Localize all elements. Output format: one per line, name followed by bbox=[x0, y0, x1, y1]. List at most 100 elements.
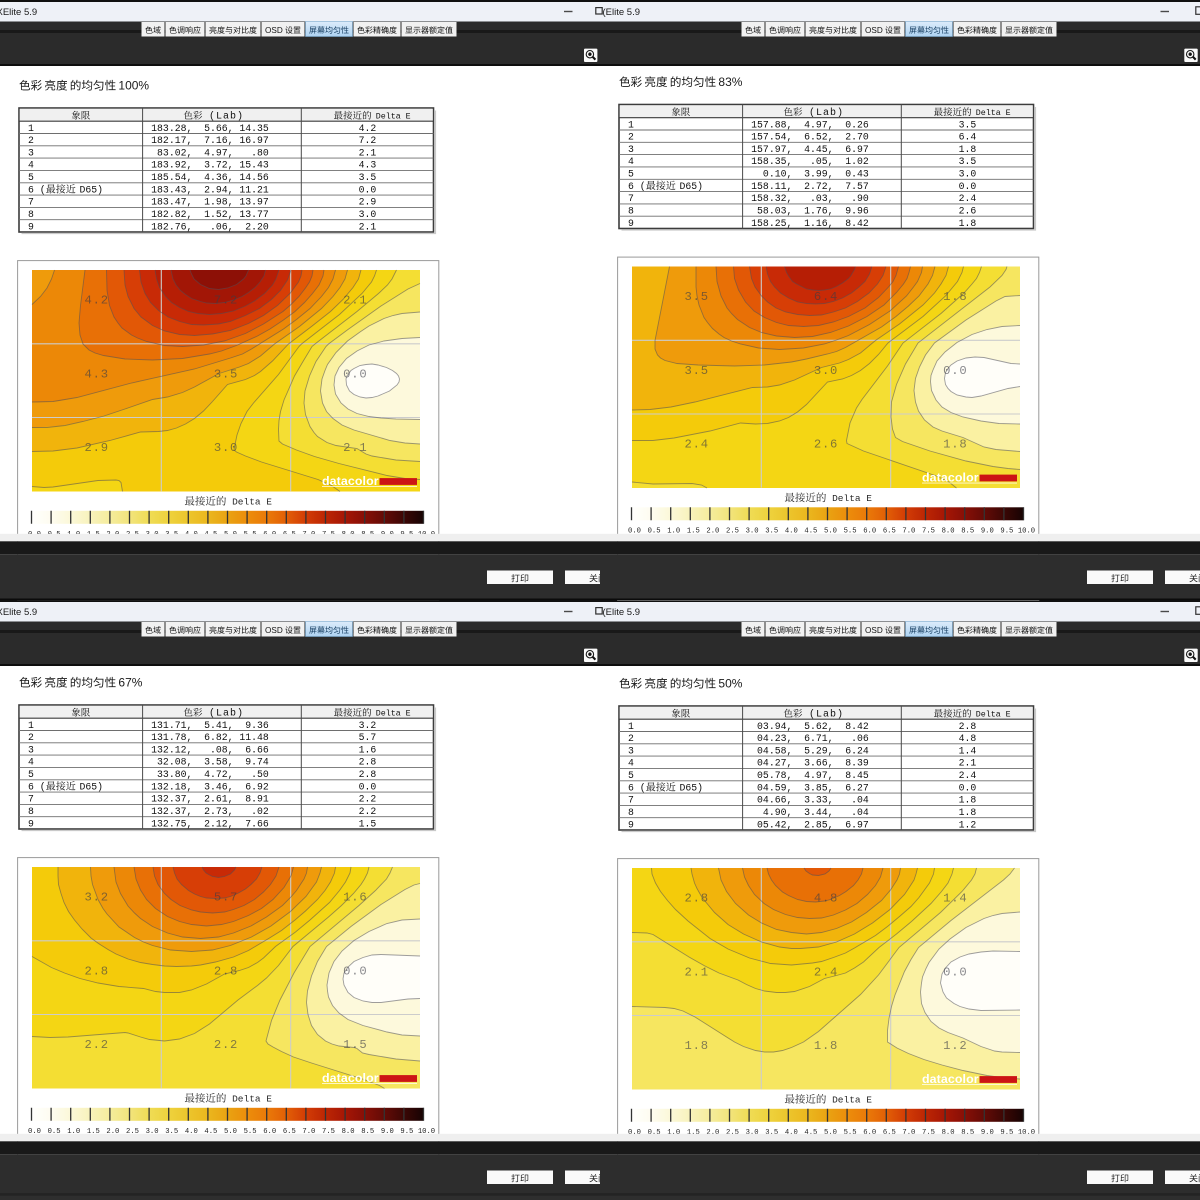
svg-text:183.43, 2.94, 11.21: 183.43, 2.94, 11.21 bbox=[145, 184, 269, 195]
svg-text:1.2: 1.2 bbox=[959, 819, 977, 830]
svg-text:2.1: 2.1 bbox=[359, 221, 377, 232]
svg-text:158.32, .03, .90: 158.32, .03, .90 bbox=[745, 193, 869, 204]
svg-text:0.0: 0.0 bbox=[943, 364, 967, 378]
svg-text:8: 8 bbox=[628, 807, 634, 818]
svg-text:2.4: 2.4 bbox=[814, 966, 838, 980]
svg-text:1.8: 1.8 bbox=[959, 218, 977, 229]
svg-text:Delta E: Delta E bbox=[232, 1094, 272, 1105]
svg-text:8: 8 bbox=[28, 806, 34, 817]
svg-text:1: 1 bbox=[28, 720, 34, 731]
svg-text:05.42, 2.85, 6.97: 05.42, 2.85, 6.97 bbox=[745, 819, 869, 830]
svg-text:2.4: 2.4 bbox=[685, 438, 709, 452]
svg-text:158.35, .05, 1.02: 158.35, .05, 1.02 bbox=[745, 156, 869, 167]
svg-text:32.08, 3.58, 9.74: 32.08, 3.58, 9.74 bbox=[145, 757, 269, 768]
svg-text:0.0: 0.0 bbox=[343, 965, 367, 979]
svg-text:6.4: 6.4 bbox=[814, 290, 838, 304]
svg-text:3: 3 bbox=[628, 745, 634, 756]
svg-text:5: 5 bbox=[28, 769, 34, 780]
svg-text:182.82, 1.52, 13.77: 182.82, 1.52, 13.77 bbox=[145, 209, 269, 220]
svg-text:3.5: 3.5 bbox=[959, 156, 977, 167]
svg-text:9: 9 bbox=[28, 221, 34, 232]
svg-text:(Lab): (Lab) bbox=[809, 107, 844, 119]
svg-text:Delta E: Delta E bbox=[832, 493, 872, 504]
svg-text:6 (: 6 ( bbox=[628, 782, 646, 793]
svg-text:(Lab): (Lab) bbox=[209, 708, 244, 720]
svg-text:3.2: 3.2 bbox=[359, 720, 377, 731]
svg-text:183.47, 1.98, 13.97: 183.47, 1.98, 13.97 bbox=[145, 197, 269, 208]
svg-text:0.0: 0.0 bbox=[959, 181, 977, 192]
svg-text:2.8: 2.8 bbox=[359, 769, 377, 780]
svg-text:1: 1 bbox=[28, 123, 34, 134]
svg-text:132.37, 2.73, .02: 132.37, 2.73, .02 bbox=[145, 806, 269, 817]
svg-text:2.6: 2.6 bbox=[959, 206, 977, 217]
svg-text:1.8: 1.8 bbox=[943, 290, 967, 304]
svg-text:04.27, 3.66, 8.39: 04.27, 3.66, 8.39 bbox=[745, 758, 869, 769]
svg-text:3.5: 3.5 bbox=[685, 290, 709, 304]
svg-text:2.1: 2.1 bbox=[359, 147, 377, 158]
svg-text:2: 2 bbox=[28, 135, 34, 146]
svg-text:9: 9 bbox=[28, 818, 34, 829]
svg-text:4.90, 3.44, .04: 4.90, 3.44, .04 bbox=[745, 807, 869, 818]
svg-text:2: 2 bbox=[28, 732, 34, 743]
svg-text:33.80, 4.72, .50: 33.80, 4.72, .50 bbox=[145, 769, 269, 780]
svg-text:83.02, 4.97, .80: 83.02, 4.97, .80 bbox=[145, 147, 269, 158]
svg-text:3.5: 3.5 bbox=[359, 172, 377, 183]
svg-text:2: 2 bbox=[628, 733, 634, 744]
svg-text:2.1: 2.1 bbox=[343, 441, 367, 455]
svg-text:6 (: 6 ( bbox=[28, 184, 46, 195]
svg-text:2.1: 2.1 bbox=[959, 758, 977, 769]
svg-text:157.54, 6.52, 2.70: 157.54, 6.52, 2.70 bbox=[745, 132, 869, 143]
svg-text:9: 9 bbox=[628, 819, 634, 830]
svg-text:50%: 50% bbox=[718, 677, 742, 691]
svg-text:183.28, 5.66, 14.35: 183.28, 5.66, 14.35 bbox=[145, 123, 269, 134]
svg-text:8: 8 bbox=[628, 206, 634, 217]
svg-text:05.78, 4.97, 8.45: 05.78, 4.97, 8.45 bbox=[745, 770, 869, 781]
svg-text:132.18, 3.46, 6.92: 132.18, 3.46, 6.92 bbox=[145, 781, 269, 792]
svg-text:5: 5 bbox=[628, 169, 634, 180]
svg-text:67%: 67% bbox=[118, 676, 142, 690]
svg-text:100%: 100% bbox=[118, 79, 149, 93]
svg-text:2.4: 2.4 bbox=[959, 193, 977, 204]
svg-text:1.5: 1.5 bbox=[359, 818, 377, 829]
svg-text:04.66, 3.33, .04: 04.66, 3.33, .04 bbox=[745, 795, 869, 806]
svg-text:4.8: 4.8 bbox=[959, 733, 977, 744]
svg-text:1: 1 bbox=[628, 119, 634, 130]
svg-text:3.5: 3.5 bbox=[214, 368, 238, 382]
svg-text:2.8: 2.8 bbox=[685, 892, 709, 906]
svg-text:3.0: 3.0 bbox=[359, 209, 377, 220]
svg-text:2.8: 2.8 bbox=[214, 965, 238, 979]
svg-text:182.17, 7.16, 16.97: 182.17, 7.16, 16.97 bbox=[145, 135, 269, 146]
svg-text:1.8: 1.8 bbox=[943, 438, 967, 452]
svg-text:4: 4 bbox=[628, 156, 634, 167]
svg-text:132.12, .08, 6.66: 132.12, .08, 6.66 bbox=[145, 744, 269, 755]
svg-text:4.2: 4.2 bbox=[85, 294, 109, 308]
svg-text:2.6: 2.6 bbox=[814, 438, 838, 452]
svg-text:131.71, 5.41, 9.36: 131.71, 5.41, 9.36 bbox=[145, 720, 269, 731]
svg-text:0.0: 0.0 bbox=[359, 781, 377, 792]
svg-text:Delta E: Delta E bbox=[976, 108, 1011, 118]
svg-text:5: 5 bbox=[28, 172, 34, 183]
svg-text:04.59, 3.85, 6.27: 04.59, 3.85, 6.27 bbox=[745, 782, 869, 793]
svg-text:Delta E: Delta E bbox=[232, 497, 272, 508]
svg-text:7.2: 7.2 bbox=[214, 294, 238, 308]
svg-text:1.4: 1.4 bbox=[959, 745, 977, 756]
svg-text:2.2: 2.2 bbox=[359, 806, 377, 817]
svg-text:0.10, 3.99, 0.43: 0.10, 3.99, 0.43 bbox=[745, 169, 869, 180]
svg-text:Delta E: Delta E bbox=[976, 710, 1011, 720]
svg-text:4: 4 bbox=[28, 160, 34, 171]
svg-text:1.2: 1.2 bbox=[943, 1039, 967, 1053]
svg-text:1.6: 1.6 bbox=[359, 744, 377, 755]
svg-text:8: 8 bbox=[28, 209, 34, 220]
svg-text:1.6: 1.6 bbox=[343, 891, 367, 905]
svg-text:7.2: 7.2 bbox=[359, 135, 377, 146]
svg-text:Delta E: Delta E bbox=[376, 709, 411, 719]
svg-text:58.03, 1.76, 9.96: 58.03, 1.76, 9.96 bbox=[745, 206, 869, 217]
svg-text:183.92, 3.72, 15.43: 183.92, 3.72, 15.43 bbox=[145, 160, 269, 171]
svg-text:(Elite 5.9: (Elite 5.9 bbox=[603, 7, 641, 18]
svg-text:2.2: 2.2 bbox=[85, 1038, 109, 1052]
svg-text:2.4: 2.4 bbox=[959, 770, 977, 781]
svg-text:7: 7 bbox=[628, 795, 634, 806]
svg-text:131.78, 6.82, 11.48: 131.78, 6.82, 11.48 bbox=[145, 732, 269, 743]
svg-text:3: 3 bbox=[628, 144, 634, 155]
svg-text:2.2: 2.2 bbox=[359, 794, 377, 805]
